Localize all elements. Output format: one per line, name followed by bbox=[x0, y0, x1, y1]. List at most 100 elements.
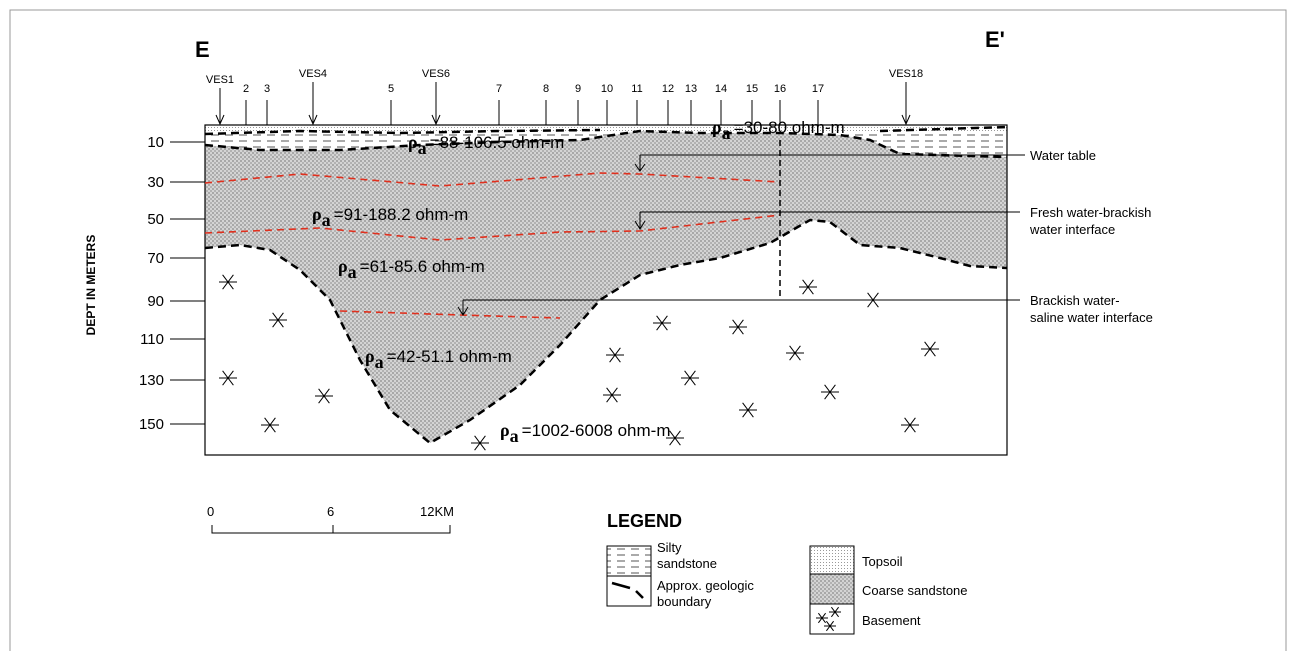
rho-subscript: a bbox=[322, 210, 331, 230]
basement-symbol bbox=[739, 402, 757, 418]
basement-symbol bbox=[653, 315, 671, 331]
depth-label: 110 bbox=[140, 331, 164, 348]
resistivity-label: ρa =61-85.6 ohm-m bbox=[338, 256, 485, 282]
rho-subscript: a bbox=[375, 352, 384, 372]
basement-symbol bbox=[269, 312, 287, 328]
geologic-boundaries bbox=[204, 125, 1008, 445]
legend-line bbox=[611, 581, 644, 599]
section-box bbox=[204, 124, 1008, 456]
station-label: 5 bbox=[388, 83, 394, 95]
basement-symbol bbox=[816, 612, 828, 624]
station-label: 16 bbox=[774, 83, 786, 95]
station-label: 9 bbox=[575, 83, 581, 95]
station-arrow bbox=[901, 82, 911, 126]
station-label: VES1 bbox=[206, 74, 234, 86]
rho-symbol: ρ bbox=[338, 256, 348, 276]
basement-symbol bbox=[864, 292, 882, 308]
station-label: 14 bbox=[715, 83, 727, 95]
station-label: 2 bbox=[243, 83, 249, 95]
resistivity-value: =1002-6008 ohm-m bbox=[522, 421, 671, 440]
basement-symbol bbox=[829, 606, 841, 618]
resistivity-label: ρa =30-80 ohm-m bbox=[712, 117, 845, 143]
legend-swatch bbox=[809, 573, 855, 605]
station-label: 17 bbox=[812, 83, 824, 95]
station-label: 7 bbox=[496, 83, 502, 95]
station-label: 12 bbox=[662, 83, 674, 95]
basement-symbol bbox=[606, 347, 624, 363]
basement-symbol bbox=[786, 345, 804, 361]
annotation: water interface bbox=[1029, 222, 1115, 237]
depth-label: 10 bbox=[147, 134, 164, 151]
basement-symbol bbox=[729, 319, 747, 335]
scale-label: 0 bbox=[207, 504, 214, 519]
frame bbox=[9, 9, 1287, 651]
depth-label: 90 bbox=[147, 293, 164, 310]
scale-label: 12KM bbox=[420, 504, 454, 519]
legend-label: Coarse sandstone bbox=[862, 583, 968, 598]
annotation: Water table bbox=[1030, 148, 1096, 163]
station-label: 3 bbox=[264, 83, 270, 95]
rho-symbol: ρ bbox=[312, 204, 322, 224]
station-arrow bbox=[308, 82, 318, 126]
legend-label: Basement bbox=[862, 613, 921, 628]
resistivity-label: ρa =91-188.2 ohm-m bbox=[312, 204, 468, 230]
depth-label: 50 bbox=[147, 211, 164, 228]
basement-symbol bbox=[921, 341, 939, 357]
axis-label: DEPT IN METERS bbox=[84, 235, 98, 336]
basement-symbol bbox=[261, 417, 279, 433]
legend-swatch bbox=[606, 575, 652, 607]
legend-title: LEGEND bbox=[607, 511, 682, 531]
legend-label: sandstone bbox=[657, 556, 717, 571]
station-arrow bbox=[431, 82, 441, 126]
basement-symbol bbox=[821, 384, 839, 400]
basement-symbol bbox=[315, 388, 333, 404]
basement-symbol bbox=[666, 430, 684, 446]
rho-symbol: ρ bbox=[408, 132, 418, 152]
depth-label: 150 bbox=[139, 416, 164, 433]
station-label: VES4 bbox=[299, 68, 327, 80]
basement-symbol bbox=[681, 370, 699, 386]
legend-swatch bbox=[606, 545, 652, 577]
station-label: 15 bbox=[746, 83, 758, 95]
basement-symbol bbox=[799, 279, 817, 295]
basement-symbol bbox=[603, 387, 621, 403]
annotation: Brackish water- bbox=[1030, 293, 1120, 308]
resistivity-value: =30-80 ohm-m bbox=[734, 118, 845, 137]
rho-subscript: a bbox=[418, 138, 427, 158]
station-label: VES6 bbox=[422, 68, 450, 80]
station-label: 11 bbox=[631, 83, 642, 95]
resistivity-value: =42-51.1 ohm-m bbox=[387, 347, 512, 366]
coarse-sandstone bbox=[205, 131, 1007, 443]
left-label: E bbox=[195, 37, 210, 62]
rho-symbol: ρ bbox=[500, 420, 510, 440]
station-arrow bbox=[215, 88, 225, 126]
topsoil bbox=[205, 125, 1007, 131]
station-label: 10 bbox=[601, 83, 613, 95]
scale-bar bbox=[211, 525, 451, 534]
station-label: 13 bbox=[685, 83, 697, 95]
legend-label: Topsoil bbox=[862, 554, 903, 569]
scale-label: 6 bbox=[327, 504, 334, 519]
rho-subscript: a bbox=[348, 262, 357, 282]
legend-swatch bbox=[809, 545, 855, 575]
resistivity-value: =91-188.2 ohm-m bbox=[334, 205, 469, 224]
resistivity-label: ρa =88-106.5 ohm-m bbox=[408, 132, 564, 158]
depth-label: 130 bbox=[139, 372, 164, 389]
interfaces bbox=[204, 172, 781, 319]
resistivity-value: =88-106.5 ohm-m bbox=[430, 133, 565, 152]
right-label: E' bbox=[985, 27, 1005, 52]
station-label: 8 bbox=[543, 83, 549, 95]
annotation: saline water interface bbox=[1030, 310, 1153, 325]
basement-symbol bbox=[471, 435, 489, 451]
rho-subscript: a bbox=[722, 123, 731, 143]
legend-label: Approx. geologic bbox=[657, 578, 754, 593]
rho-symbol: ρ bbox=[365, 346, 375, 366]
resistivity-value: =61-85.6 ohm-m bbox=[360, 257, 485, 276]
basement-symbol bbox=[219, 370, 237, 386]
leaders bbox=[457, 154, 1025, 316]
resistivity-label: ρa =1002-6008 ohm-m bbox=[500, 420, 670, 446]
basement-symbol bbox=[219, 274, 237, 290]
basement-symbol bbox=[901, 417, 919, 433]
station-label: VES18 bbox=[889, 68, 923, 80]
basement-symbol bbox=[824, 620, 836, 632]
